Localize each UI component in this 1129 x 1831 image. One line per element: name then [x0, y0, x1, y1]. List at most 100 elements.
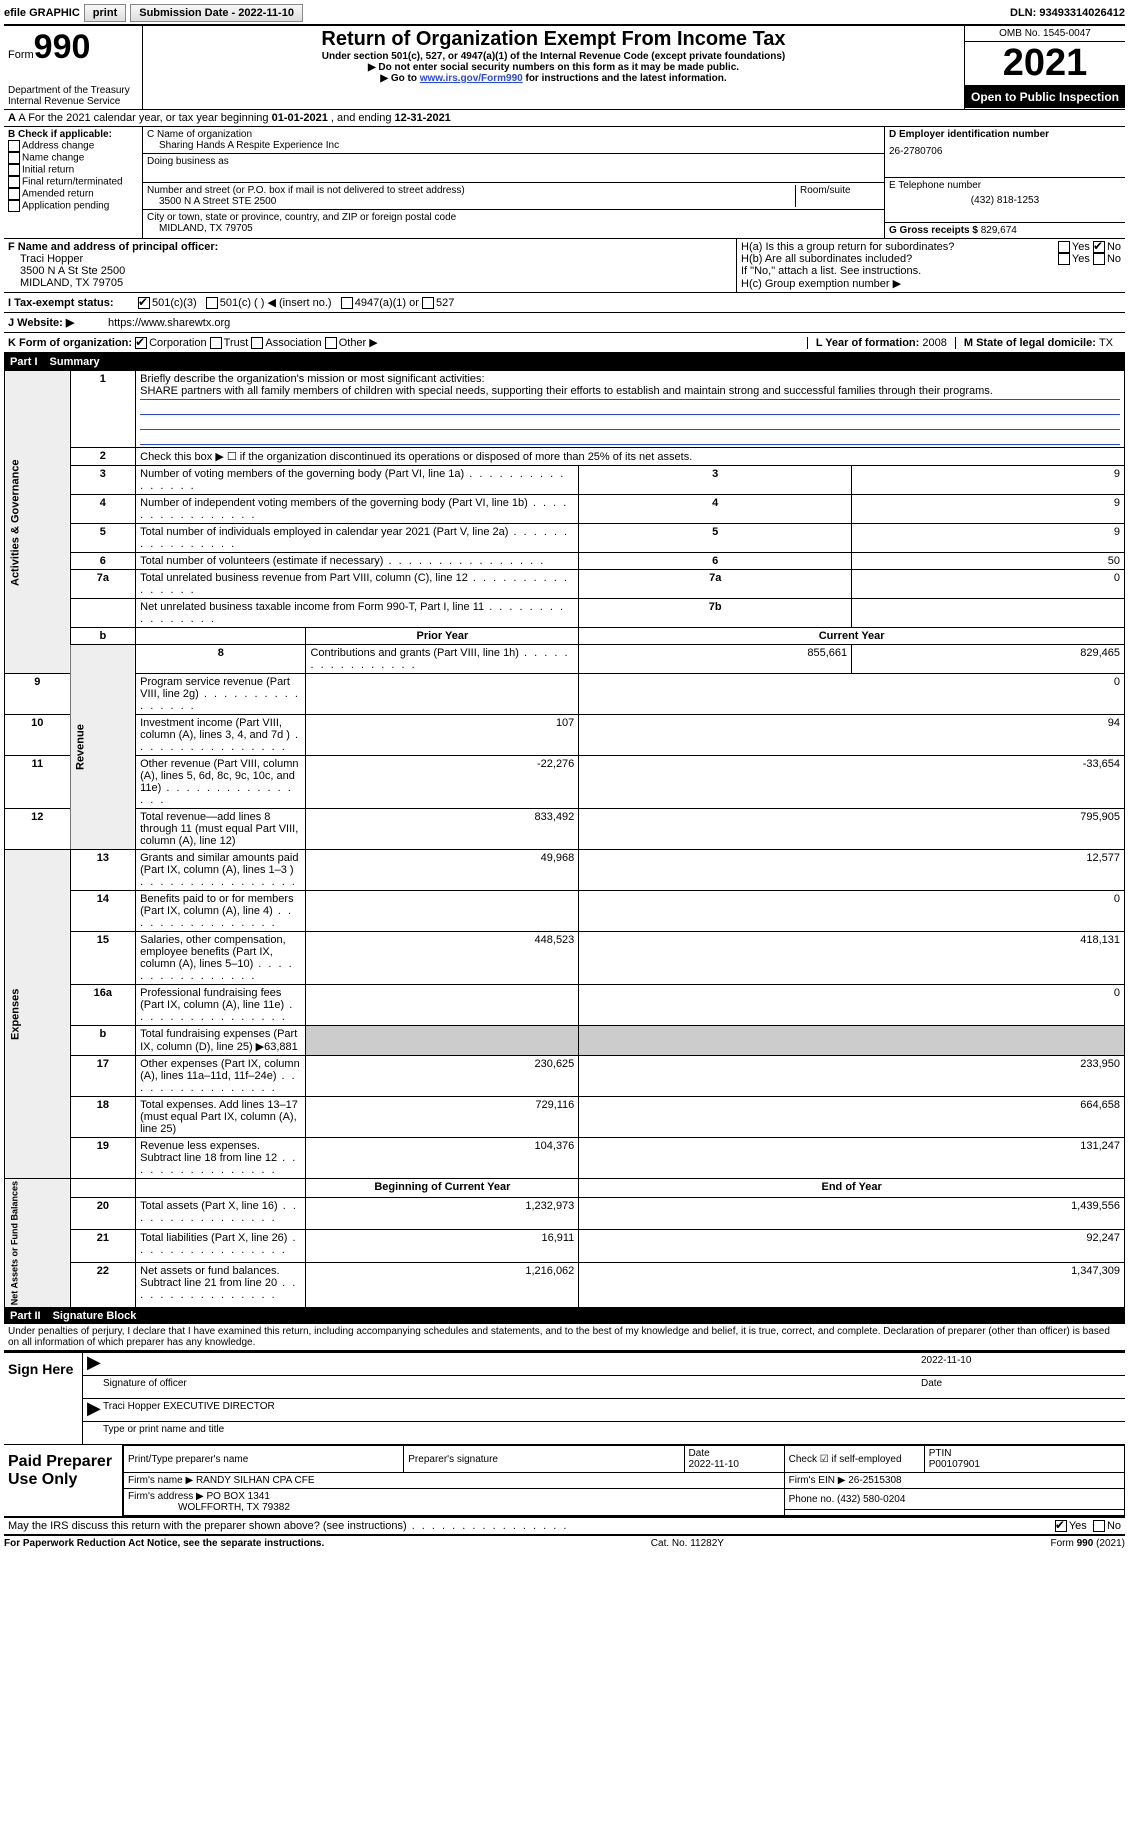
submission-date-box: Submission Date - 2022-11-10 [130, 4, 303, 22]
line-13: Grants and similar amounts paid (Part IX… [136, 850, 306, 891]
val-4: 9 [852, 495, 1125, 524]
open-to-public: Open to Public Inspection [965, 86, 1125, 108]
arrow-icon: ▶ [87, 1401, 103, 1419]
phone-value: (432) 818-1253 [889, 195, 1121, 206]
line-15: Salaries, other compensation, employee b… [136, 932, 306, 985]
gross-receipts-value: 829,674 [981, 225, 1017, 236]
line-21: Total liabilities (Part X, line 26) [136, 1230, 306, 1262]
paid-preparer-block: Paid Preparer Use Only Print/Type prepar… [4, 1445, 1125, 1518]
py-14 [306, 891, 579, 932]
cb-corporation[interactable] [135, 337, 147, 349]
val-7a: 0 [852, 570, 1125, 599]
type-name-label: Type or print name and title [103, 1424, 224, 1442]
cy-14: 0 [579, 891, 1125, 932]
irs-link[interactable]: www.irs.gov/Form990 [420, 73, 523, 84]
cb-association[interactable] [251, 337, 263, 349]
subtitle-3: ▶ Go to www.irs.gov/Form990 for instruct… [149, 73, 958, 84]
line-5: Total number of individuals employed in … [136, 524, 579, 553]
cb-final-return[interactable]: Final return/terminated [8, 176, 138, 188]
line-16a: Professional fundraising fees (Part IX, … [136, 985, 306, 1026]
line-14: Benefits paid to or for members (Part IX… [136, 891, 306, 932]
tax-year: 2021 [965, 42, 1125, 86]
cb-trust[interactable] [210, 337, 222, 349]
cb-name-change[interactable]: Name change [8, 152, 138, 164]
cb-amended-return[interactable]: Amended return [8, 188, 138, 200]
dln: DLN: 93493314026412 [1010, 7, 1125, 19]
cy-10: 94 [579, 715, 1125, 756]
py-8: 855,661 [579, 645, 852, 674]
officer-addr2: MIDLAND, TX 79705 [20, 277, 732, 289]
cb-527[interactable] [422, 297, 434, 309]
val-6: 50 [852, 553, 1125, 570]
penalties-declaration: Under penalties of perjury, I declare th… [4, 1324, 1125, 1351]
line-12: Total revenue—add lines 8 through 11 (mu… [136, 809, 306, 850]
print-button[interactable]: print [84, 4, 126, 22]
org-name-label: C Name of organization [147, 129, 880, 140]
block-f-h: F Name and address of principal officer:… [4, 239, 1125, 293]
firm-addr2: WOLFFORTH, TX 79382 [178, 1502, 290, 1513]
cy-22: 1,347,309 [579, 1262, 1125, 1308]
part-1-header: Part I Summary [4, 354, 1125, 370]
cb-other[interactable] [325, 337, 337, 349]
line-6: Total number of volunteers (estimate if … [136, 553, 579, 570]
mission-question: Briefly describe the organization's miss… [140, 373, 1120, 385]
line-10: Investment income (Part VIII, column (A)… [136, 715, 306, 756]
py-11: -22,276 [306, 756, 579, 809]
officer-name: Traci Hopper [20, 253, 732, 265]
cy-8: 829,465 [852, 645, 1125, 674]
line-k: K Form of organization: Corporation Trus… [4, 333, 1125, 354]
form-title: Return of Organization Exempt From Incom… [149, 28, 958, 51]
street-address: 3500 N A Street STE 2500 [159, 196, 791, 207]
line-18: Total expenses. Add lines 13–17 (must eq… [136, 1097, 306, 1138]
val-7b [852, 599, 1125, 628]
subtitle-2: ▶ Do not enter social security numbers o… [149, 62, 958, 73]
hdr-end-year: End of Year [579, 1179, 1125, 1198]
py-17: 230,625 [306, 1056, 579, 1097]
line-9: Program service revenue (Part VIII, line… [136, 674, 306, 715]
irs-label: Internal Revenue Service [8, 96, 138, 107]
discuss-row: May the IRS discuss this return with the… [4, 1518, 1125, 1536]
py-13: 49,968 [306, 850, 579, 891]
line-8: Contributions and grants (Part VIII, lin… [306, 645, 579, 674]
discuss-yes[interactable] [1055, 1520, 1067, 1532]
year-formation: 2008 [922, 337, 946, 349]
summary-table: Activities & Governance 1 Briefly descri… [4, 370, 1125, 1308]
hb-no[interactable] [1093, 253, 1105, 265]
py-15: 448,523 [306, 932, 579, 985]
ha-yes[interactable] [1058, 241, 1070, 253]
cy-18: 664,658 [579, 1097, 1125, 1138]
vlabel-net-assets: Net Assets or Fund Balances [5, 1179, 71, 1308]
footer-right: Form 990 (2021) [1051, 1538, 1125, 1549]
py-10: 107 [306, 715, 579, 756]
ha-no[interactable] [1093, 241, 1105, 253]
hdr-beginning-year: Beginning of Current Year [306, 1179, 579, 1198]
hb-yes[interactable] [1058, 253, 1070, 265]
h-c-label: H(c) Group exemption number ▶ [741, 277, 1121, 290]
line-16b: Total fundraising expenses (Part IX, col… [136, 1026, 306, 1056]
prep-self-employed: Check ☑ if self-employed [784, 1446, 924, 1473]
cb-initial-return[interactable]: Initial return [8, 164, 138, 176]
py-9 [306, 674, 579, 715]
phone-label: E Telephone number [889, 180, 1121, 191]
cb-501c[interactable] [206, 297, 218, 309]
hdr-prior-year: Prior Year [306, 628, 579, 645]
h-b-question: H(b) Are all subordinates included? [741, 253, 1058, 265]
cb-address-change[interactable]: Address change [8, 140, 138, 152]
ein-value: 26-2780706 [889, 146, 1121, 157]
firm-name: RANDY SILHAN CPA CFE [196, 1475, 315, 1486]
cb-501c3[interactable] [138, 297, 150, 309]
cy-13: 12,577 [579, 850, 1125, 891]
discuss-no[interactable] [1093, 1520, 1105, 1532]
firm-addr1: PO BOX 1341 [207, 1491, 270, 1502]
h-a-question: H(a) Is this a group return for subordin… [741, 241, 1058, 253]
cb-4947[interactable] [341, 297, 353, 309]
page-footer: For Paperwork Reduction Act Notice, see … [4, 1536, 1125, 1549]
cb-application-pending[interactable]: Application pending [8, 200, 138, 212]
entity-block: B Check if applicable: Address change Na… [4, 127, 1125, 239]
line-3: Number of voting members of the governin… [136, 466, 579, 495]
line-7b: Net unrelated business taxable income fr… [136, 599, 579, 628]
form-word: Form [8, 49, 34, 61]
website-url: https://www.sharewtx.org [108, 317, 230, 329]
line-22: Net assets or fund balances. Subtract li… [136, 1262, 306, 1308]
cy-19: 131,247 [579, 1138, 1125, 1179]
